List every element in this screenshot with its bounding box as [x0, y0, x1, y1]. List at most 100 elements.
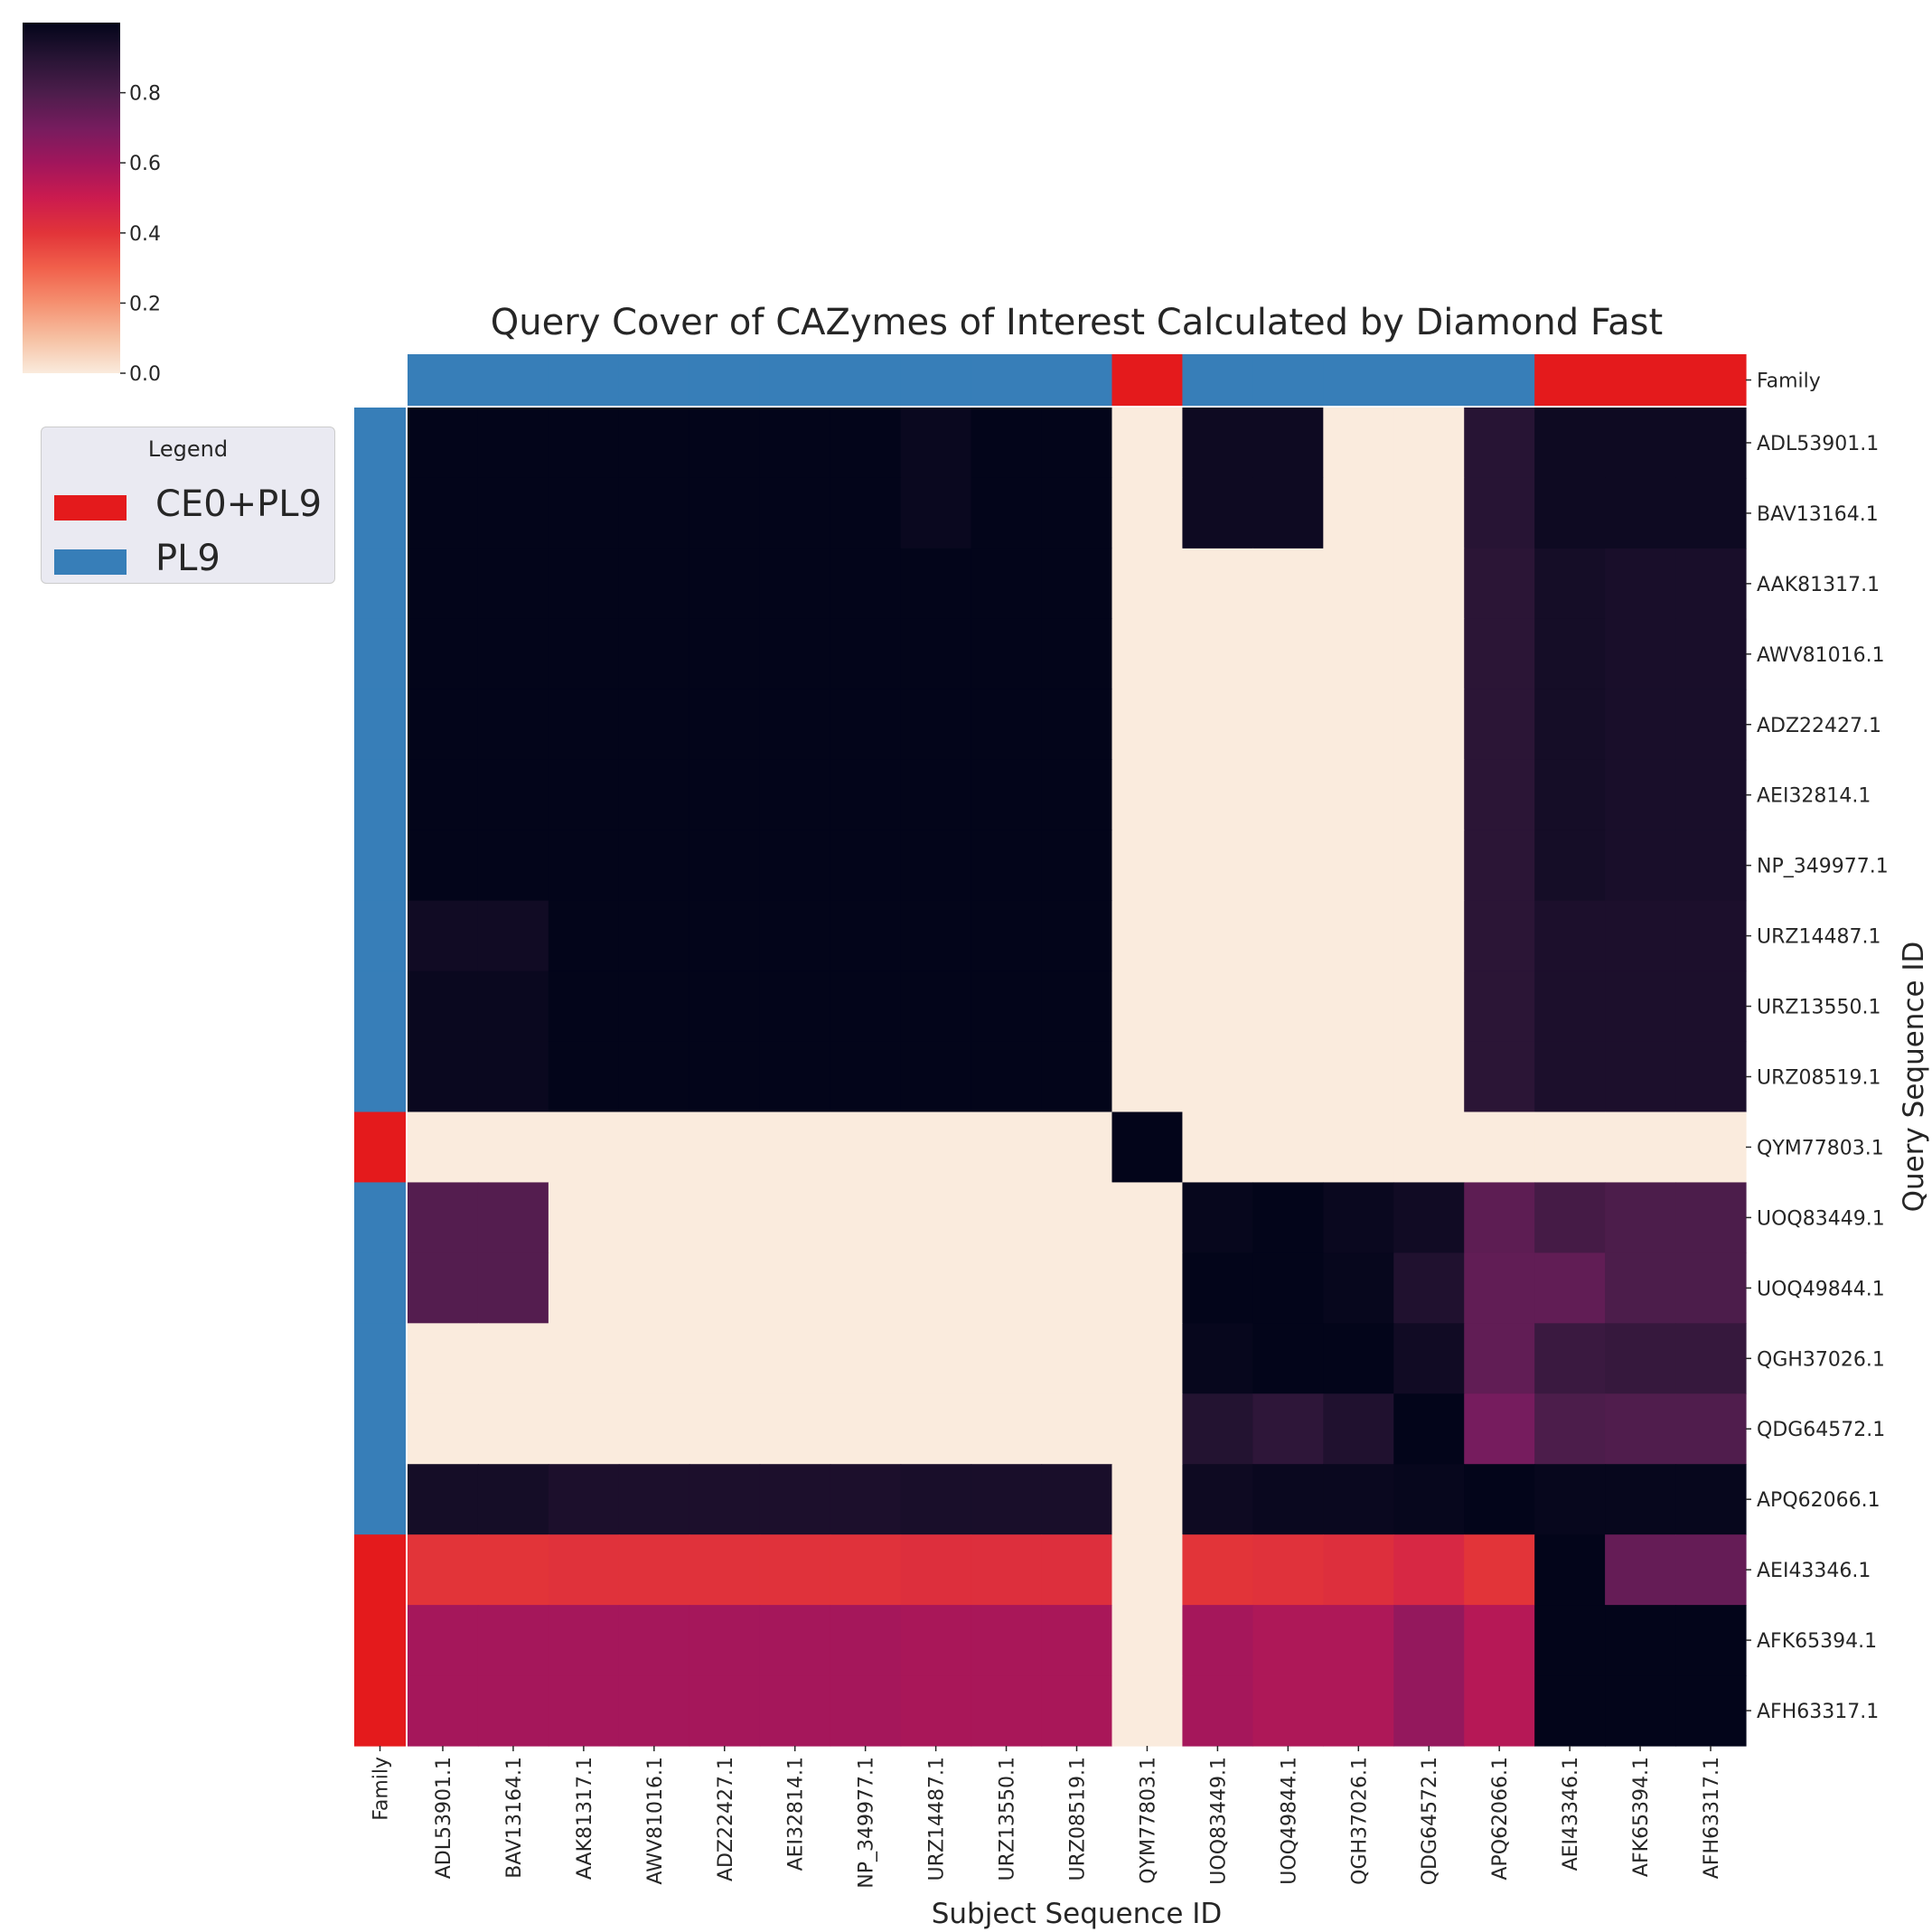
col-family-cell — [1252, 354, 1324, 406]
heatmap-cell — [1323, 1675, 1394, 1747]
heatmap-cell — [830, 477, 902, 549]
heatmap-cell — [1111, 971, 1184, 1043]
heatmap-cell — [971, 1323, 1043, 1394]
heatmap-cell — [830, 1675, 902, 1747]
heatmap-cell — [1675, 618, 1747, 690]
heatmap-cell — [548, 477, 620, 549]
y-tick-label: AFH63317.1 — [1757, 1701, 1879, 1723]
heatmap-cell — [1675, 408, 1747, 479]
heatmap-cell — [1534, 1464, 1606, 1535]
x-tick-label: AFK65394.1 — [1630, 1757, 1653, 1877]
heatmap-cell — [1041, 1393, 1113, 1465]
x-tick-label: BAV13164.1 — [503, 1757, 526, 1879]
heatmap-cell — [1605, 1182, 1676, 1253]
heatmap-cell — [971, 548, 1043, 620]
heatmap-cell — [900, 1111, 972, 1184]
x-tick-label: APQ62066.1 — [1489, 1757, 1512, 1880]
heatmap-cell — [1111, 1605, 1184, 1676]
heatmap-cell — [1393, 830, 1465, 902]
heatmap-cell — [1182, 900, 1253, 972]
col-family-cell — [1675, 354, 1747, 406]
heatmap-cell — [971, 408, 1043, 479]
heatmap-cell — [1605, 1534, 1676, 1606]
heatmap-cell — [971, 830, 1043, 902]
heatmap-cell — [1393, 759, 1465, 831]
legend-item-ce0-pl9: CE0+PL9 — [54, 480, 325, 534]
row-family-cell — [354, 1534, 406, 1606]
heatmap-cell — [1252, 1393, 1324, 1465]
heatmap-cell — [1111, 408, 1184, 479]
heatmap-cell — [1464, 1605, 1535, 1676]
row-annotation-label: Family — [1757, 370, 1821, 393]
heatmap-cell — [900, 1323, 972, 1394]
heatmap-cell — [1182, 1252, 1253, 1324]
heatmap-cell — [1605, 408, 1676, 479]
row-family-cell — [354, 1605, 406, 1676]
heatmap-cell — [971, 1111, 1043, 1184]
heatmap-cell — [1534, 1111, 1606, 1184]
heatmap-cell — [618, 900, 690, 972]
heatmap-cell — [900, 689, 972, 761]
heatmap-cell — [1323, 1534, 1394, 1606]
heatmap-cell — [1323, 477, 1394, 549]
heatmap-cell — [408, 477, 479, 549]
heatmap-cell — [408, 1605, 479, 1676]
heatmap-cell — [830, 689, 902, 761]
heatmap-cell — [1534, 1534, 1606, 1606]
heatmap-cell — [408, 900, 479, 972]
heatmap-cell — [1605, 1464, 1676, 1535]
heatmap-cell — [548, 1041, 620, 1113]
heatmap-cell — [1534, 477, 1606, 549]
heatmap-cell — [408, 689, 479, 761]
heatmap-cell — [900, 548, 972, 620]
y-tick-label: QDG64572.1 — [1757, 1419, 1885, 1441]
heatmap-cell — [689, 1464, 761, 1535]
heatmap-cell — [1464, 1534, 1535, 1606]
heatmap-cell — [477, 1393, 549, 1465]
heatmap-cell — [1041, 548, 1113, 620]
heatmap-cell — [759, 1111, 831, 1184]
heatmap-cell — [1323, 408, 1394, 479]
col-family-cell — [1182, 354, 1253, 406]
heatmap-cell — [759, 408, 831, 479]
heatmap-cell — [759, 689, 831, 761]
heatmap-cell — [1252, 1323, 1324, 1394]
heatmap-cell — [548, 1182, 620, 1253]
heatmap-cell — [1111, 1252, 1184, 1324]
legend-title: Legend — [147, 436, 229, 462]
row-family-cell — [354, 1252, 406, 1324]
heatmap-cell — [1393, 1675, 1465, 1747]
col-family-cell — [1041, 354, 1113, 406]
heatmap-cell — [1534, 548, 1606, 620]
heatmap-cell — [759, 548, 831, 620]
heatmap-cell — [1323, 1464, 1394, 1535]
heatmap-cell — [900, 759, 972, 831]
row-family-cell — [354, 1041, 406, 1113]
col-family-cell — [1111, 354, 1184, 406]
heatmap-cell — [830, 830, 902, 902]
legend: Legend CE0+PL9 PL9 — [41, 427, 335, 584]
heatmap-cell — [548, 1534, 620, 1606]
heatmap-cell — [1675, 830, 1747, 902]
heatmap-cell — [1182, 548, 1253, 620]
heatmap-cell — [1182, 830, 1253, 902]
heatmap-cell — [1182, 477, 1253, 549]
heatmap-cell — [1675, 477, 1747, 549]
heatmap-cell — [1534, 1393, 1606, 1465]
heatmap-cell — [1534, 618, 1606, 690]
heatmap-cell — [971, 1534, 1043, 1606]
heatmap-cell — [1252, 900, 1324, 972]
col-family-cell — [408, 354, 479, 406]
heatmap-cell — [1605, 1675, 1676, 1747]
heatmap-cell — [408, 1323, 479, 1394]
heatmap-cell — [618, 830, 690, 902]
heatmap-cell — [900, 1675, 972, 1747]
heatmap-cell — [477, 618, 549, 690]
x-tick-label: AEI32814.1 — [785, 1757, 808, 1871]
heatmap-cell — [1534, 1252, 1606, 1324]
heatmap-cell — [1252, 1675, 1324, 1747]
x-tick-label: QDG64572.1 — [1419, 1757, 1441, 1885]
row-family-cell — [354, 830, 406, 902]
